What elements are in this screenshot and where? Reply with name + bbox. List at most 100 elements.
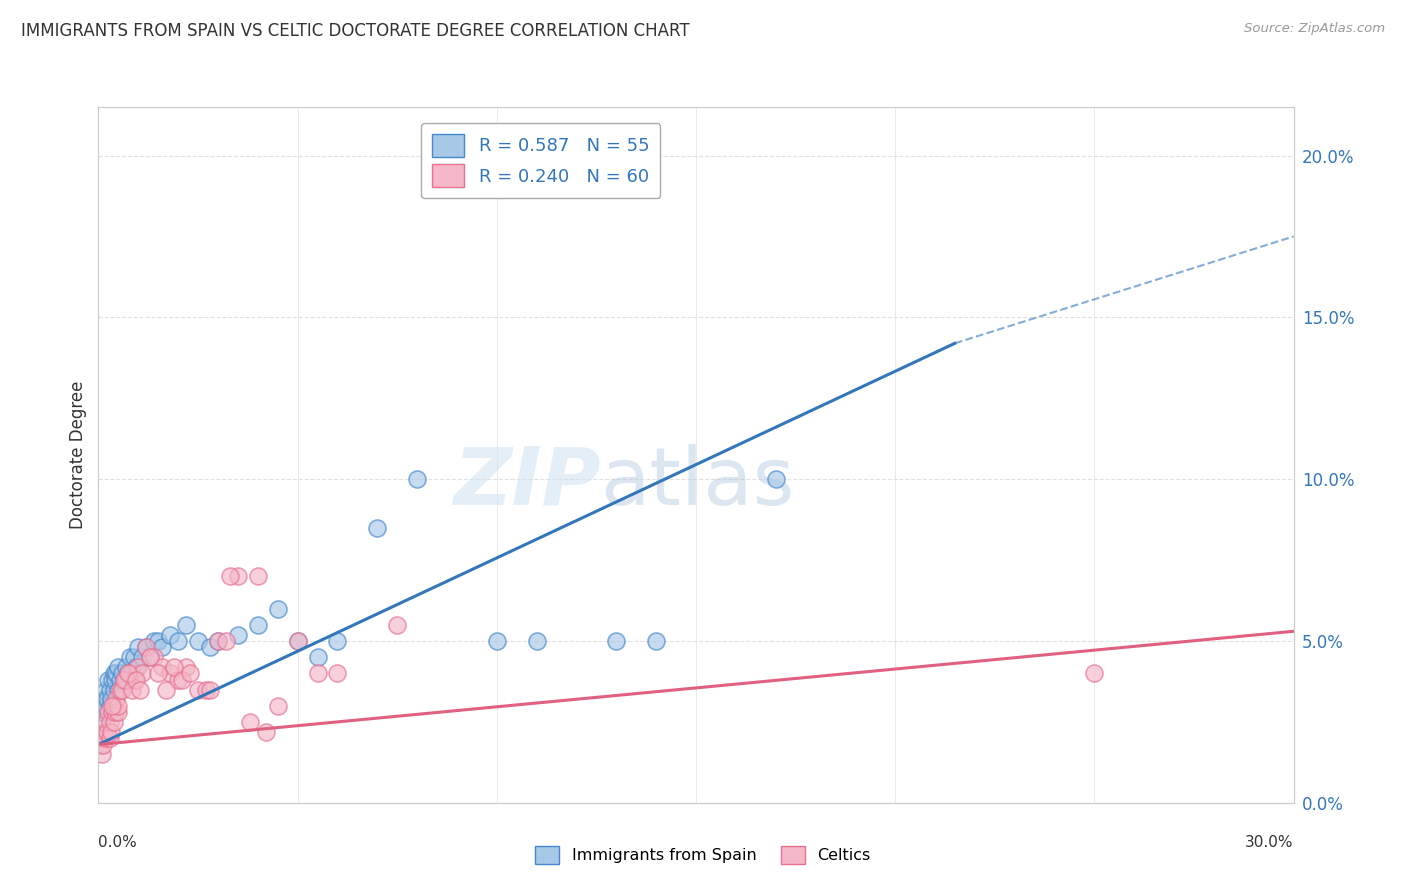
Point [98, 731, 121, 745]
Point [91, 705, 114, 719]
Point [96, 692, 118, 706]
Point [101, 705, 124, 719]
Point [129, 682, 152, 697]
Point [605, 634, 627, 648]
Point [226, 627, 249, 641]
Point [131, 650, 153, 665]
Point [148, 666, 170, 681]
Point [287, 634, 309, 648]
Point [121, 666, 143, 681]
Point [103, 714, 125, 729]
Point [101, 673, 124, 687]
Point [111, 666, 134, 681]
Point [111, 682, 134, 697]
Point [287, 634, 309, 648]
Point [100, 724, 122, 739]
Point [179, 666, 201, 681]
Point [215, 634, 238, 648]
Point [307, 650, 329, 665]
Point [446, 181, 468, 195]
Point [326, 666, 349, 681]
Point [98, 682, 122, 697]
Point [307, 666, 329, 681]
Point [96, 724, 118, 739]
Point [96, 714, 118, 729]
Point [135, 640, 157, 655]
Legend: R = 0.587   N = 55, R = 0.240   N = 60: R = 0.587 N = 55, R = 0.240 N = 60 [420, 123, 661, 198]
Point [107, 705, 129, 719]
Point [96, 682, 118, 697]
Point [195, 682, 218, 697]
Point [159, 627, 181, 641]
Point [526, 634, 548, 648]
Point [117, 666, 139, 681]
Point [406, 472, 429, 486]
Text: 30.0%: 30.0% [1246, 836, 1294, 850]
Point [172, 673, 194, 687]
Point [135, 640, 157, 655]
Text: atlas: atlas [600, 443, 794, 522]
Point [98, 698, 121, 713]
Point [90, 714, 112, 729]
Point [150, 640, 173, 655]
Point [267, 601, 290, 615]
Point [121, 682, 143, 697]
Point [91, 698, 114, 713]
Point [155, 682, 177, 697]
Point [124, 673, 146, 687]
Point [148, 634, 170, 648]
Point [1083, 666, 1105, 681]
Point [167, 673, 190, 687]
Point [103, 666, 125, 681]
Point [115, 673, 138, 687]
Point [174, 617, 197, 632]
Point [94, 731, 117, 745]
Point [101, 698, 124, 713]
Text: Source: ZipAtlas.com: Source: ZipAtlas.com [1244, 22, 1385, 36]
Point [104, 705, 127, 719]
Point [110, 673, 132, 687]
Point [207, 634, 229, 648]
Point [143, 650, 166, 665]
Point [105, 692, 128, 706]
Point [107, 698, 129, 713]
Point [94, 698, 117, 713]
Point [127, 640, 149, 655]
Point [139, 650, 162, 665]
Point [131, 666, 153, 681]
Point [150, 660, 173, 674]
Point [120, 666, 142, 681]
Point [125, 673, 148, 687]
Point [167, 634, 190, 648]
Point [103, 682, 125, 697]
Point [89, 738, 111, 752]
Point [89, 705, 111, 719]
Point [267, 698, 290, 713]
Point [115, 660, 138, 674]
Point [107, 660, 129, 674]
Point [139, 650, 162, 665]
Point [187, 682, 209, 697]
Point [93, 724, 115, 739]
Point [239, 714, 262, 729]
Point [93, 692, 115, 706]
Point [91, 738, 114, 752]
Point [97, 705, 120, 719]
Point [485, 634, 508, 648]
Point [104, 673, 127, 687]
Point [103, 698, 125, 713]
Point [117, 666, 139, 681]
Text: 0.0%: 0.0% [98, 836, 138, 850]
Point [645, 634, 668, 648]
Point [107, 682, 129, 697]
Point [97, 673, 120, 687]
Point [91, 731, 114, 745]
Point [207, 634, 229, 648]
Point [127, 660, 149, 674]
Point [246, 617, 269, 632]
Point [246, 569, 269, 583]
Point [100, 692, 122, 706]
Text: ZIP: ZIP [453, 443, 600, 522]
Point [187, 634, 209, 648]
Point [159, 666, 181, 681]
